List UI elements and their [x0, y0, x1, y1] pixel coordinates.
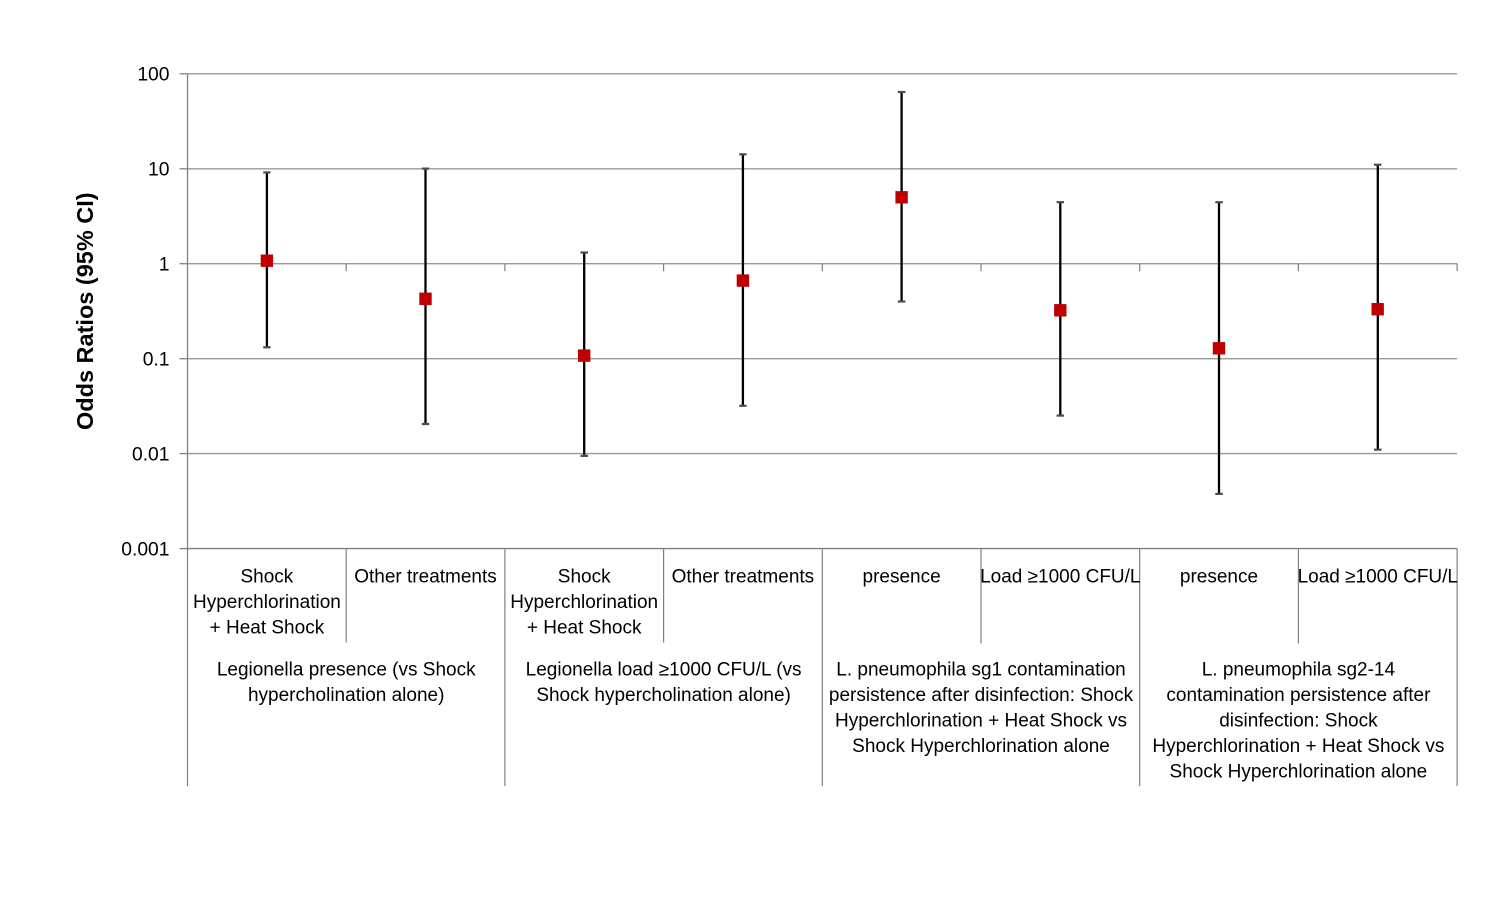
svg-text:Other treatments: Other treatments	[354, 567, 497, 588]
svg-text:Shock Hyperchlorination alone: Shock Hyperchlorination alone	[1170, 762, 1428, 783]
svg-text:hypercholination alone): hypercholination alone)	[248, 685, 444, 706]
svg-text:0.001: 0.001	[121, 539, 169, 560]
svg-text:presence: presence	[863, 567, 941, 588]
svg-text:L. pneumophila sg2-14: L. pneumophila sg2-14	[1202, 660, 1396, 681]
svg-text:0.01: 0.01	[132, 444, 170, 465]
svg-text:contamination persistence afte: contamination persistence after	[1166, 685, 1431, 706]
svg-text:100: 100	[137, 65, 169, 86]
svg-text:+ Heat Shock: + Heat Shock	[210, 618, 325, 639]
svg-text:Shock: Shock	[240, 567, 293, 588]
svg-text:Shock hypercholination alone): Shock hypercholination alone)	[536, 685, 791, 706]
svg-text:Load ≥1000 CFU/L: Load ≥1000 CFU/L	[980, 567, 1140, 588]
svg-text:presence: presence	[1180, 567, 1258, 588]
svg-text:Shock Hyperchlorination alone: Shock Hyperchlorination alone	[852, 736, 1110, 757]
svg-text:Load ≥1000 CFU/L: Load ≥1000 CFU/L	[1298, 567, 1458, 588]
svg-text:Legionella load ≥1000 CFU/L (v: Legionella load ≥1000 CFU/L (vs	[526, 660, 802, 681]
svg-text:1: 1	[159, 254, 170, 275]
svg-text:Legionella presence (vs Shock: Legionella presence (vs Shock	[217, 660, 476, 681]
svg-text:Hyperchlorination + Heat Shock: Hyperchlorination + Heat Shock vs	[835, 711, 1127, 732]
svg-text:+ Heat Shock: + Heat Shock	[527, 618, 642, 639]
svg-text:0.1: 0.1	[143, 349, 170, 370]
svg-text:Other treatments: Other treatments	[672, 567, 815, 588]
svg-text:Hyperchlorination: Hyperchlorination	[510, 592, 658, 613]
svg-text:persistence after disinfection: persistence after disinfection: Shock	[829, 685, 1134, 706]
svg-text:L. pneumophila sg1 contaminati: L. pneumophila sg1 contamination	[836, 660, 1125, 681]
svg-text:10: 10	[148, 160, 169, 181]
svg-text:Odds Ratios (95% CI): Odds Ratios (95% CI)	[72, 192, 98, 430]
svg-text:disinfection: Shock: disinfection: Shock	[1219, 711, 1378, 732]
svg-text:Hyperchlorination: Hyperchlorination	[193, 592, 341, 613]
svg-text:Hyperchlorination + Heat Shock: Hyperchlorination + Heat Shock vs	[1152, 736, 1444, 757]
svg-text:Shock: Shock	[558, 567, 611, 588]
